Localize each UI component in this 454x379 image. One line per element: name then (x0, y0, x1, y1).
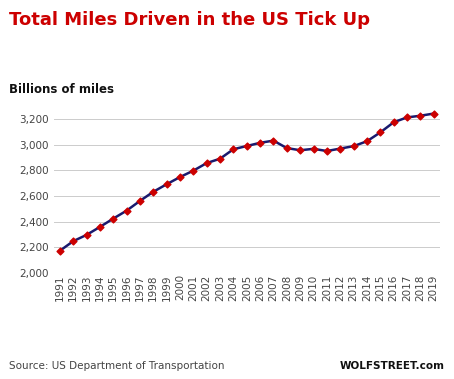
Point (296, 147, 304, 153)
Point (390, 119, 397, 125)
Point (350, 143, 357, 149)
Point (83, 232, 90, 238)
Point (163, 181, 170, 187)
Point (310, 146, 317, 152)
Point (56, 248, 64, 254)
Point (430, 111, 437, 117)
Point (363, 138, 370, 144)
Point (150, 189, 157, 195)
Point (96, 224, 104, 230)
Point (323, 148, 331, 154)
Point (243, 143, 251, 149)
Point (69, 238, 77, 244)
Point (176, 174, 183, 180)
Point (203, 160, 210, 166)
Point (417, 113, 424, 119)
Point (190, 168, 197, 174)
Point (270, 138, 277, 144)
Point (403, 114, 410, 121)
Text: Source: US Department of Transportation: Source: US Department of Transportation (9, 362, 225, 371)
Point (283, 145, 291, 151)
Text: WOLFSTREET.com: WOLFSTREET.com (340, 362, 445, 371)
Point (257, 140, 264, 146)
Point (230, 146, 237, 152)
Point (336, 146, 344, 152)
Point (377, 129, 384, 135)
Point (109, 216, 117, 222)
Point (123, 208, 130, 214)
Point (136, 198, 143, 204)
Text: Total Miles Driven in the US Tick Up: Total Miles Driven in the US Tick Up (9, 11, 370, 29)
Text: Billions of miles: Billions of miles (9, 83, 114, 96)
Point (217, 156, 224, 162)
